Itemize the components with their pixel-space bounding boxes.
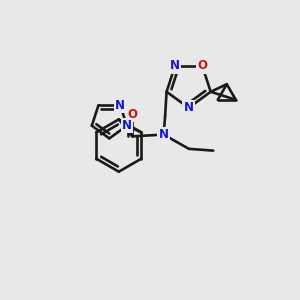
Text: N: N	[122, 119, 132, 132]
Text: N: N	[170, 59, 180, 72]
Text: N: N	[184, 101, 194, 114]
Text: N: N	[115, 99, 125, 112]
Text: O: O	[128, 108, 137, 121]
Text: O: O	[197, 59, 207, 72]
Text: N: N	[159, 128, 169, 141]
